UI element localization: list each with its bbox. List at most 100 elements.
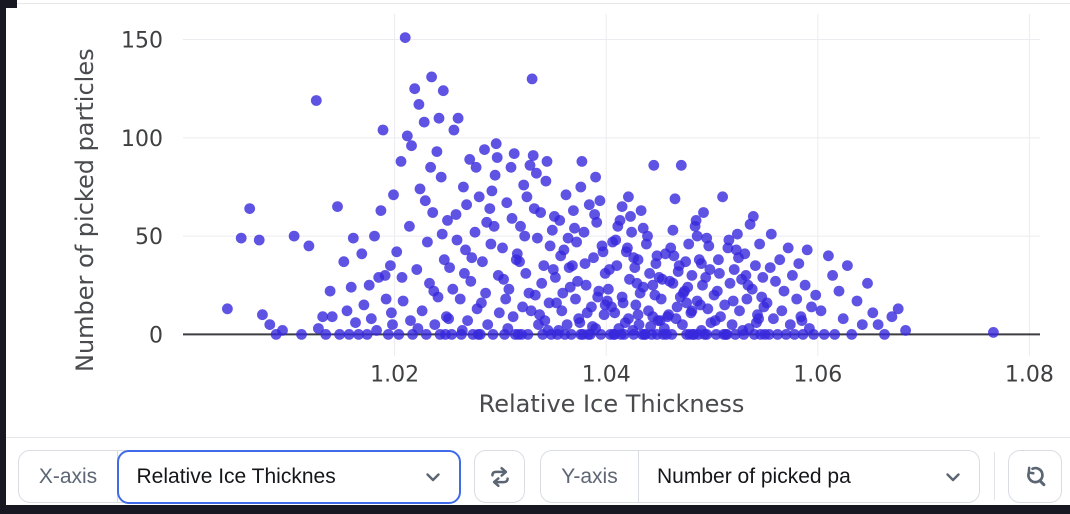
- data-point: [515, 220, 526, 232]
- data-point: [521, 191, 533, 203]
- data-point: [842, 260, 853, 271]
- data-point: [438, 254, 450, 266]
- data-point: [334, 329, 345, 340]
- data-point: [801, 244, 813, 256]
- data-point: [627, 325, 639, 336]
- x-tick-label: 1.06: [793, 362, 842, 387]
- data-point: [856, 319, 868, 330]
- data-point: [714, 268, 725, 279]
- data-point: [506, 213, 518, 224]
- data-point: [750, 260, 761, 271]
- data-point: [589, 209, 600, 220]
- data-point: [770, 275, 781, 287]
- data-point: [531, 167, 542, 179]
- data-point: [654, 315, 666, 326]
- data-point: [829, 329, 841, 340]
- scatter-plot-svg[interactable]: 0 50 100 150 1.02 1.04 1.06 1.08 Relative Ice Th…: [6, 0, 1070, 437]
- data-point: [517, 301, 528, 313]
- data-point: [448, 124, 460, 136]
- data-point: [479, 144, 490, 156]
- data-point: [602, 283, 614, 295]
- data-point: [447, 283, 459, 295]
- data-point: [619, 317, 631, 328]
- data-point: [560, 189, 572, 201]
- data-point: [659, 323, 670, 334]
- data-point: [551, 297, 562, 309]
- data-point: [757, 272, 769, 283]
- data-point: [625, 211, 636, 222]
- data-point: [555, 250, 567, 262]
- data-point: [572, 275, 583, 287]
- data-point: [395, 156, 407, 167]
- data-point: [710, 329, 722, 340]
- data-point: [626, 226, 637, 238]
- y-axis-label: Y-axis: [541, 451, 639, 502]
- data-point: [656, 273, 668, 285]
- data-point: [691, 230, 703, 242]
- data-point: [724, 277, 736, 289]
- data-point: [808, 329, 819, 340]
- data-point: [277, 325, 288, 336]
- data-point: [409, 83, 421, 95]
- data-point: [592, 291, 604, 303]
- data-point: [350, 317, 361, 328]
- data-point: [484, 203, 496, 215]
- data-point: [601, 295, 613, 307]
- y-axis-select[interactable]: Number of picked pa: [639, 451, 979, 502]
- data-point: [498, 273, 509, 285]
- data-point: [527, 150, 539, 161]
- data-point: [450, 209, 462, 220]
- data-point: [480, 287, 491, 299]
- data-point: [587, 321, 598, 332]
- data-point: [672, 266, 684, 277]
- swap-axes-button[interactable]: [474, 450, 525, 503]
- data-point: [683, 238, 695, 250]
- data-point: [324, 285, 336, 297]
- data-point: [377, 124, 389, 136]
- data-point: [451, 234, 463, 246]
- data-point: [562, 232, 574, 244]
- data-point: [429, 319, 441, 330]
- x-axis-select[interactable]: Relative Ice Thicknes: [116, 449, 461, 504]
- axis-controls-bar: X-axis Relative Ice Thicknes Y-axis Numb…: [6, 437, 1070, 505]
- data-point: [385, 260, 396, 271]
- data-point: [509, 329, 521, 340]
- data-point: [570, 293, 581, 305]
- data-point: [375, 205, 387, 217]
- data-point: [988, 327, 999, 338]
- data-point: [418, 116, 430, 128]
- reset-zoom-button[interactable]: [1008, 450, 1062, 503]
- data-point: [737, 325, 749, 336]
- data-point: [414, 183, 426, 195]
- data-point: [681, 297, 692, 309]
- data-point: [514, 256, 525, 268]
- data-point: [546, 224, 558, 236]
- data-point: [576, 156, 588, 167]
- data-point: [347, 232, 359, 244]
- data-point: [541, 156, 553, 167]
- data-point: [730, 244, 742, 256]
- data-point: [612, 220, 624, 232]
- data-point: [444, 262, 455, 273]
- data-point: [338, 256, 350, 268]
- data-point: [436, 228, 448, 240]
- data-point: [332, 201, 343, 213]
- data-point: [588, 252, 599, 264]
- data-point: [782, 242, 794, 254]
- data-point: [549, 211, 560, 222]
- data-point: [763, 329, 775, 340]
- data-point: [879, 329, 890, 340]
- data-point: [556, 305, 568, 317]
- data-point: [604, 264, 615, 275]
- data-point: [571, 236, 582, 248]
- data-point: [796, 315, 808, 326]
- data-point: [396, 272, 408, 283]
- data-point: [543, 297, 555, 309]
- data-point: [358, 299, 370, 311]
- data-point: [519, 230, 531, 242]
- x-tick-label: 1.08: [1005, 362, 1054, 387]
- data-point: [713, 254, 724, 266]
- data-point: [482, 319, 494, 330]
- data-point: [422, 236, 433, 248]
- data-point: [431, 146, 443, 158]
